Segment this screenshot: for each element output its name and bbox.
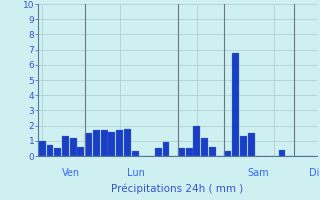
Bar bbox=[77, 147, 84, 156]
Bar bbox=[93, 130, 100, 156]
Text: Ven: Ven bbox=[61, 168, 80, 178]
Bar bbox=[85, 133, 92, 156]
Bar bbox=[54, 148, 61, 156]
Bar bbox=[201, 138, 208, 156]
Bar bbox=[39, 141, 46, 156]
Bar bbox=[224, 151, 231, 156]
Bar bbox=[108, 132, 115, 156]
Bar bbox=[70, 138, 77, 156]
Bar bbox=[186, 148, 193, 156]
Text: Sam: Sam bbox=[247, 168, 269, 178]
Bar bbox=[248, 133, 254, 156]
Text: Dim: Dim bbox=[309, 168, 320, 178]
Bar bbox=[240, 136, 247, 156]
Bar bbox=[132, 151, 139, 156]
Bar bbox=[46, 145, 53, 156]
Bar bbox=[209, 147, 216, 156]
Bar bbox=[155, 148, 162, 156]
Text: Précipitations 24h ( mm ): Précipitations 24h ( mm ) bbox=[111, 183, 244, 194]
Bar bbox=[194, 126, 200, 156]
Text: Lun: Lun bbox=[127, 168, 145, 178]
Bar bbox=[278, 150, 285, 156]
Bar bbox=[124, 129, 131, 156]
Bar bbox=[232, 53, 239, 156]
Bar bbox=[116, 130, 123, 156]
Bar bbox=[178, 148, 185, 156]
Bar bbox=[62, 136, 69, 156]
Bar bbox=[163, 142, 170, 156]
Bar bbox=[101, 130, 108, 156]
